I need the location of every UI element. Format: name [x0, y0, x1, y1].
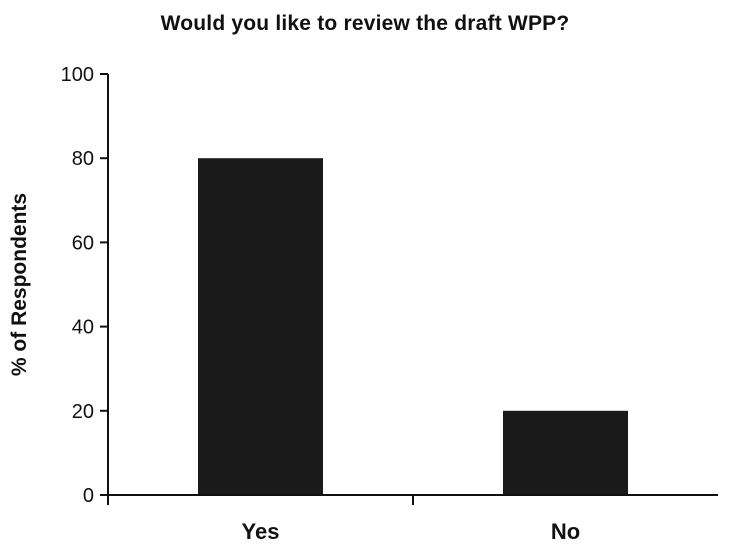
bar-yes: [198, 158, 323, 495]
bar-no: [503, 410, 628, 495]
y-tick-label: 0: [83, 485, 94, 507]
x-tick-label: Yes: [242, 519, 280, 544]
bars-layer: [198, 158, 628, 495]
axes-layer: [100, 73, 718, 505]
y-tick-label: 80: [72, 148, 94, 170]
y-tick-label: 100: [61, 64, 94, 86]
labels-layer: Yes No 0 20 40 60 80 100 % of Respondents: [8, 64, 580, 544]
y-tick-label: 40: [72, 317, 94, 339]
y-tick-label: 20: [72, 401, 94, 423]
x-tick-label: No: [551, 519, 580, 544]
chart-title: Would you like to review the draft WPP?: [160, 12, 570, 35]
y-axis-label: % of Respondents: [8, 193, 31, 376]
y-tick-label: 60: [72, 232, 94, 254]
